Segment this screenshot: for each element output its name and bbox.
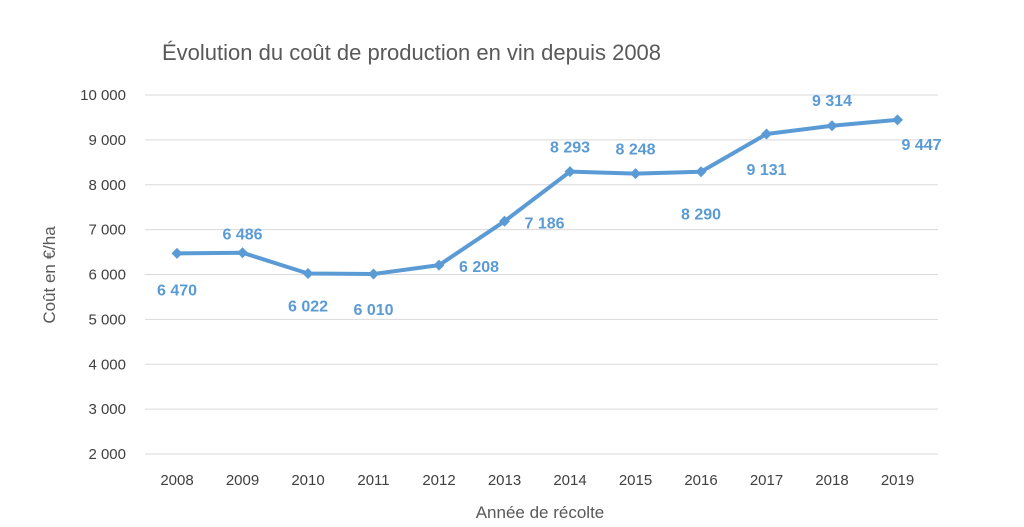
y-axis-label: Coût en €/ha bbox=[40, 226, 59, 324]
x-axis-label: Année de récolte bbox=[476, 503, 605, 522]
y-tick-label: 9 000 bbox=[88, 132, 126, 149]
data-label-2016: 8 290 bbox=[681, 207, 721, 224]
point-2017 bbox=[761, 128, 772, 140]
x-tick-label: 2017 bbox=[750, 472, 783, 489]
x-tick-label: 2009 bbox=[226, 472, 259, 489]
point-2019 bbox=[892, 114, 903, 126]
x-tick-label: 2015 bbox=[619, 472, 652, 489]
point-2016 bbox=[695, 166, 707, 178]
point-2012 bbox=[433, 259, 445, 271]
x-tick-label: 2019 bbox=[881, 472, 914, 489]
x-tick-label: 2016 bbox=[684, 472, 717, 489]
data-labels: 6 470 6 486 6 022 6 010 6 208 7 186 8 293 8 248… bbox=[157, 93, 942, 319]
y-axis-ticks: 2 000 3 000 4 000 5 000 6 000 7 000 8 000 9 000… bbox=[80, 87, 126, 463]
x-tick-label: 2010 bbox=[291, 472, 324, 489]
y-tick-label: 6 000 bbox=[88, 267, 126, 284]
y-tick-label: 10 000 bbox=[80, 87, 126, 104]
data-label-2017: 9 131 bbox=[746, 162, 786, 179]
y-tick-label: 8 000 bbox=[88, 177, 126, 194]
series-line bbox=[176, 117, 898, 277]
data-label-2011: 6 010 bbox=[353, 302, 393, 319]
point-2015 bbox=[630, 168, 641, 180]
data-label-2013: 7 186 bbox=[524, 215, 564, 232]
data-label-2010: 6 022 bbox=[288, 299, 328, 316]
point-2009 bbox=[237, 247, 248, 259]
y-tick-label: 2 000 bbox=[88, 446, 126, 463]
y-tick-label: 3 000 bbox=[88, 401, 126, 418]
data-label-2008: 6 470 bbox=[157, 282, 197, 299]
point-2014 bbox=[564, 166, 576, 178]
point-2013 bbox=[499, 215, 510, 227]
y-tick-label: 4 000 bbox=[88, 356, 126, 373]
x-tick-label: 2011 bbox=[357, 472, 389, 489]
series bbox=[171, 114, 903, 280]
x-tick-label: 2008 bbox=[160, 472, 193, 489]
y-tick-label: 5 000 bbox=[88, 311, 126, 328]
gridlines bbox=[145, 94, 938, 455]
x-axis-ticks: 2008 2009 2010 2011 2012 2013 2014 2015 2016 2017… bbox=[160, 472, 914, 489]
data-label-2012: 6 208 bbox=[459, 259, 499, 276]
data-label-2019: 9 447 bbox=[901, 137, 941, 154]
x-tick-label: 2014 bbox=[553, 472, 586, 489]
x-tick-label: 2012 bbox=[422, 472, 455, 489]
data-label-2015: 8 248 bbox=[615, 142, 655, 159]
x-tick-label: 2018 bbox=[815, 472, 848, 489]
data-label-2014: 8 293 bbox=[550, 140, 590, 157]
point-2011 bbox=[368, 268, 379, 280]
point-2018 bbox=[826, 120, 838, 132]
data-label-2018: 9 314 bbox=[812, 93, 852, 110]
x-tick-label: 2013 bbox=[488, 472, 521, 489]
chart-title: Évolution du coût de production en vin d… bbox=[162, 40, 661, 65]
data-label-2009: 6 486 bbox=[222, 227, 262, 244]
y-tick-label: 7 000 bbox=[88, 222, 126, 239]
point-2010 bbox=[302, 268, 314, 280]
point-2008 bbox=[171, 247, 183, 259]
